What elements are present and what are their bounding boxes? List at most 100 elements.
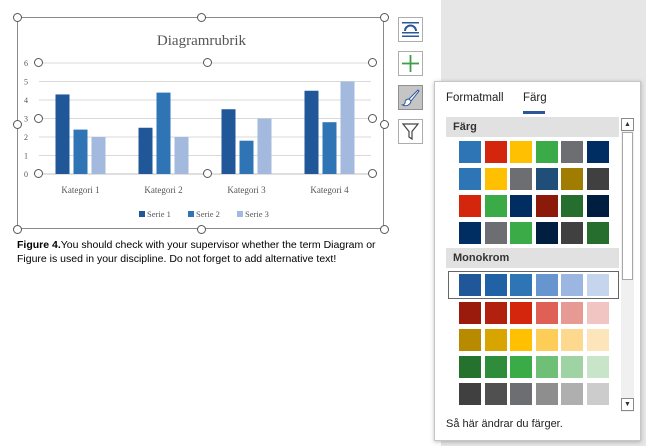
legend-swatch xyxy=(188,211,194,217)
bar xyxy=(174,137,189,174)
resize-handle[interactable] xyxy=(367,168,377,178)
resize-handle[interactable] xyxy=(196,12,206,22)
color-swatch xyxy=(561,222,583,244)
chart-title: Diagramrubrik xyxy=(157,33,247,49)
color-swatch xyxy=(510,141,532,163)
bar xyxy=(55,94,70,174)
x-category-label: Kategori 4 xyxy=(310,185,349,195)
scroll-up-arrow-icon[interactable]: ▲ xyxy=(621,118,634,131)
resize-handle[interactable] xyxy=(379,224,389,234)
resize-handle[interactable] xyxy=(379,119,389,129)
resize-handle[interactable] xyxy=(12,224,22,234)
color-swatch xyxy=(586,222,609,244)
color-swatch xyxy=(459,195,481,217)
y-tick-label: 1 xyxy=(24,152,28,161)
color-swatch xyxy=(484,195,507,217)
color-swatch xyxy=(535,329,558,351)
y-tick-label: 5 xyxy=(24,78,28,87)
color-swatch xyxy=(510,222,532,244)
color-swatch xyxy=(459,274,481,296)
resize-handle[interactable] xyxy=(12,12,22,22)
resize-handle[interactable] xyxy=(12,119,22,129)
color-swatch xyxy=(561,195,583,217)
legend-label: Serie 2 xyxy=(196,209,220,219)
color-swatch xyxy=(535,195,558,217)
color-swatch xyxy=(586,383,609,405)
y-tick-label: 6 xyxy=(24,59,28,68)
resize-handle[interactable] xyxy=(202,168,212,178)
chart-style-panel: Formatmall Färg Färg Monokrom ▲ ▼ Så här… xyxy=(434,81,641,441)
color-swatch xyxy=(586,168,609,190)
color-swatch xyxy=(586,195,609,217)
how-to-change-colors-link[interactable]: Så här ändrar du färger. xyxy=(446,418,563,430)
color-swatch xyxy=(459,141,481,163)
bar xyxy=(304,90,319,174)
color-swatch xyxy=(535,383,558,405)
color-swatch xyxy=(535,141,558,163)
chart-elements-icon xyxy=(402,55,419,72)
resize-handle[interactable] xyxy=(33,113,43,123)
color-swatch xyxy=(484,222,507,244)
resize-handle[interactable] xyxy=(196,224,206,234)
x-category-label: Kategori 2 xyxy=(144,185,182,195)
color-swatch xyxy=(459,329,481,351)
resize-handle[interactable] xyxy=(379,12,389,22)
bar xyxy=(239,140,254,174)
bar xyxy=(73,129,88,174)
color-swatch xyxy=(561,356,583,378)
scroll-down-arrow-icon[interactable]: ▼ xyxy=(621,398,634,411)
resize-handle[interactable] xyxy=(367,57,377,67)
active-tab-indicator xyxy=(523,111,545,114)
caption-text: You should check with your supervisor wh… xyxy=(17,239,376,265)
color-swatch xyxy=(484,274,507,296)
color-swatch xyxy=(561,141,583,163)
legend-label: Serie 3 xyxy=(245,209,269,219)
color-swatch xyxy=(510,356,532,378)
legend-swatch xyxy=(237,211,243,217)
color-swatch xyxy=(535,222,558,244)
y-tick-label: 4 xyxy=(24,96,28,105)
color-swatch xyxy=(484,329,507,351)
tab-formatmall[interactable]: Formatmall xyxy=(446,92,504,104)
figure-caption: Figure 4.You should check with your supe… xyxy=(17,238,397,266)
color-swatch xyxy=(586,141,609,163)
layout-options-button[interactable] xyxy=(398,17,423,42)
chart-filters-icon xyxy=(401,123,420,141)
chart-frame[interactable]: Diagramrubrik 0 1 2 3 4 5 6 Kategori 1 Kategori 2… xyxy=(17,17,384,229)
color-swatch xyxy=(535,356,558,378)
resize-handle[interactable] xyxy=(33,57,43,67)
color-swatch xyxy=(586,274,609,296)
color-swatch xyxy=(459,168,481,190)
chart-styles-button[interactable] xyxy=(398,85,423,110)
chart-svg: Diagramrubrik 0 1 2 3 4 5 6 Kategori 1 Kategori 2… xyxy=(24,33,371,219)
color-swatch xyxy=(510,168,532,190)
chart-filters-button[interactable] xyxy=(398,119,423,144)
color-swatch xyxy=(459,222,481,244)
resize-handle[interactable] xyxy=(33,168,43,178)
chart-elements-button[interactable] xyxy=(398,51,423,76)
resize-handle[interactable] xyxy=(367,113,377,123)
color-swatch xyxy=(535,168,558,190)
color-swatch xyxy=(459,302,481,324)
color-swatch xyxy=(510,329,532,351)
bar xyxy=(156,92,171,174)
tab-farg[interactable]: Färg xyxy=(523,92,547,104)
x-category-label: Kategori 1 xyxy=(61,185,99,195)
color-swatch xyxy=(586,302,609,324)
color-swatch xyxy=(510,383,532,405)
color-swatch xyxy=(535,302,558,324)
bar xyxy=(91,137,106,174)
section-header-farg: Färg xyxy=(446,117,619,137)
color-swatch xyxy=(561,302,583,324)
color-swatch xyxy=(561,383,583,405)
x-category-label: Kategori 3 xyxy=(227,185,266,195)
y-tick-label: 2 xyxy=(24,133,28,142)
legend-swatch xyxy=(139,211,145,217)
color-swatch xyxy=(510,195,532,217)
resize-handle[interactable] xyxy=(202,57,212,67)
scrollbar-thumb[interactable] xyxy=(622,132,633,280)
bar xyxy=(138,127,153,174)
color-swatch xyxy=(484,302,507,324)
color-swatch xyxy=(459,356,481,378)
layout-options-icon xyxy=(402,22,419,37)
